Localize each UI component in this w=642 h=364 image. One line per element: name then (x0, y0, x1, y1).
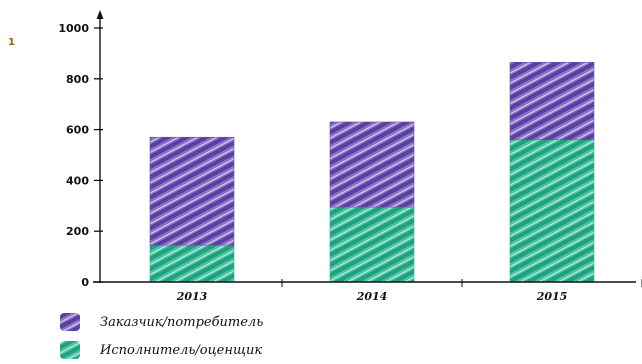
legend: Заказчик/потребитель Исполнитель/оценщик (60, 313, 263, 359)
y-tick-label: 200 (66, 225, 89, 238)
bar-2014-customer (329, 121, 415, 208)
bar-2015-customer (509, 61, 595, 141)
y-tick-label: 800 (66, 73, 89, 86)
x-tick-label-2013: 2013 (176, 290, 208, 303)
stray-mark: 1 (8, 37, 15, 48)
bar-2013-executor (149, 244, 235, 283)
y-tick-label: 0 (81, 276, 89, 289)
bar-2015-executor (509, 139, 595, 283)
x-tick-label-2014: 2014 (356, 290, 388, 303)
y-axis-ticks: 0 200 400 600 800 1000 (58, 22, 103, 289)
y-tick-label: 600 (66, 124, 89, 137)
y-tick-label: 1000 (58, 22, 89, 35)
y-tick-label: 400 (66, 174, 89, 187)
x-tick-label-2015: 2015 (536, 290, 568, 303)
legend-swatch-customer (60, 313, 80, 331)
y-axis-arrow (96, 10, 104, 19)
bars (149, 61, 595, 283)
legend-label-customer: Заказчик/потребитель (100, 315, 263, 330)
x-axis-labels: 2013 2014 2015 (176, 279, 642, 303)
legend-label-executor: Исполнитель/оценщик (99, 343, 262, 358)
bar-2013-customer (149, 136, 235, 246)
bar-2014-executor (329, 206, 415, 283)
legend-swatch-executor (60, 341, 80, 359)
